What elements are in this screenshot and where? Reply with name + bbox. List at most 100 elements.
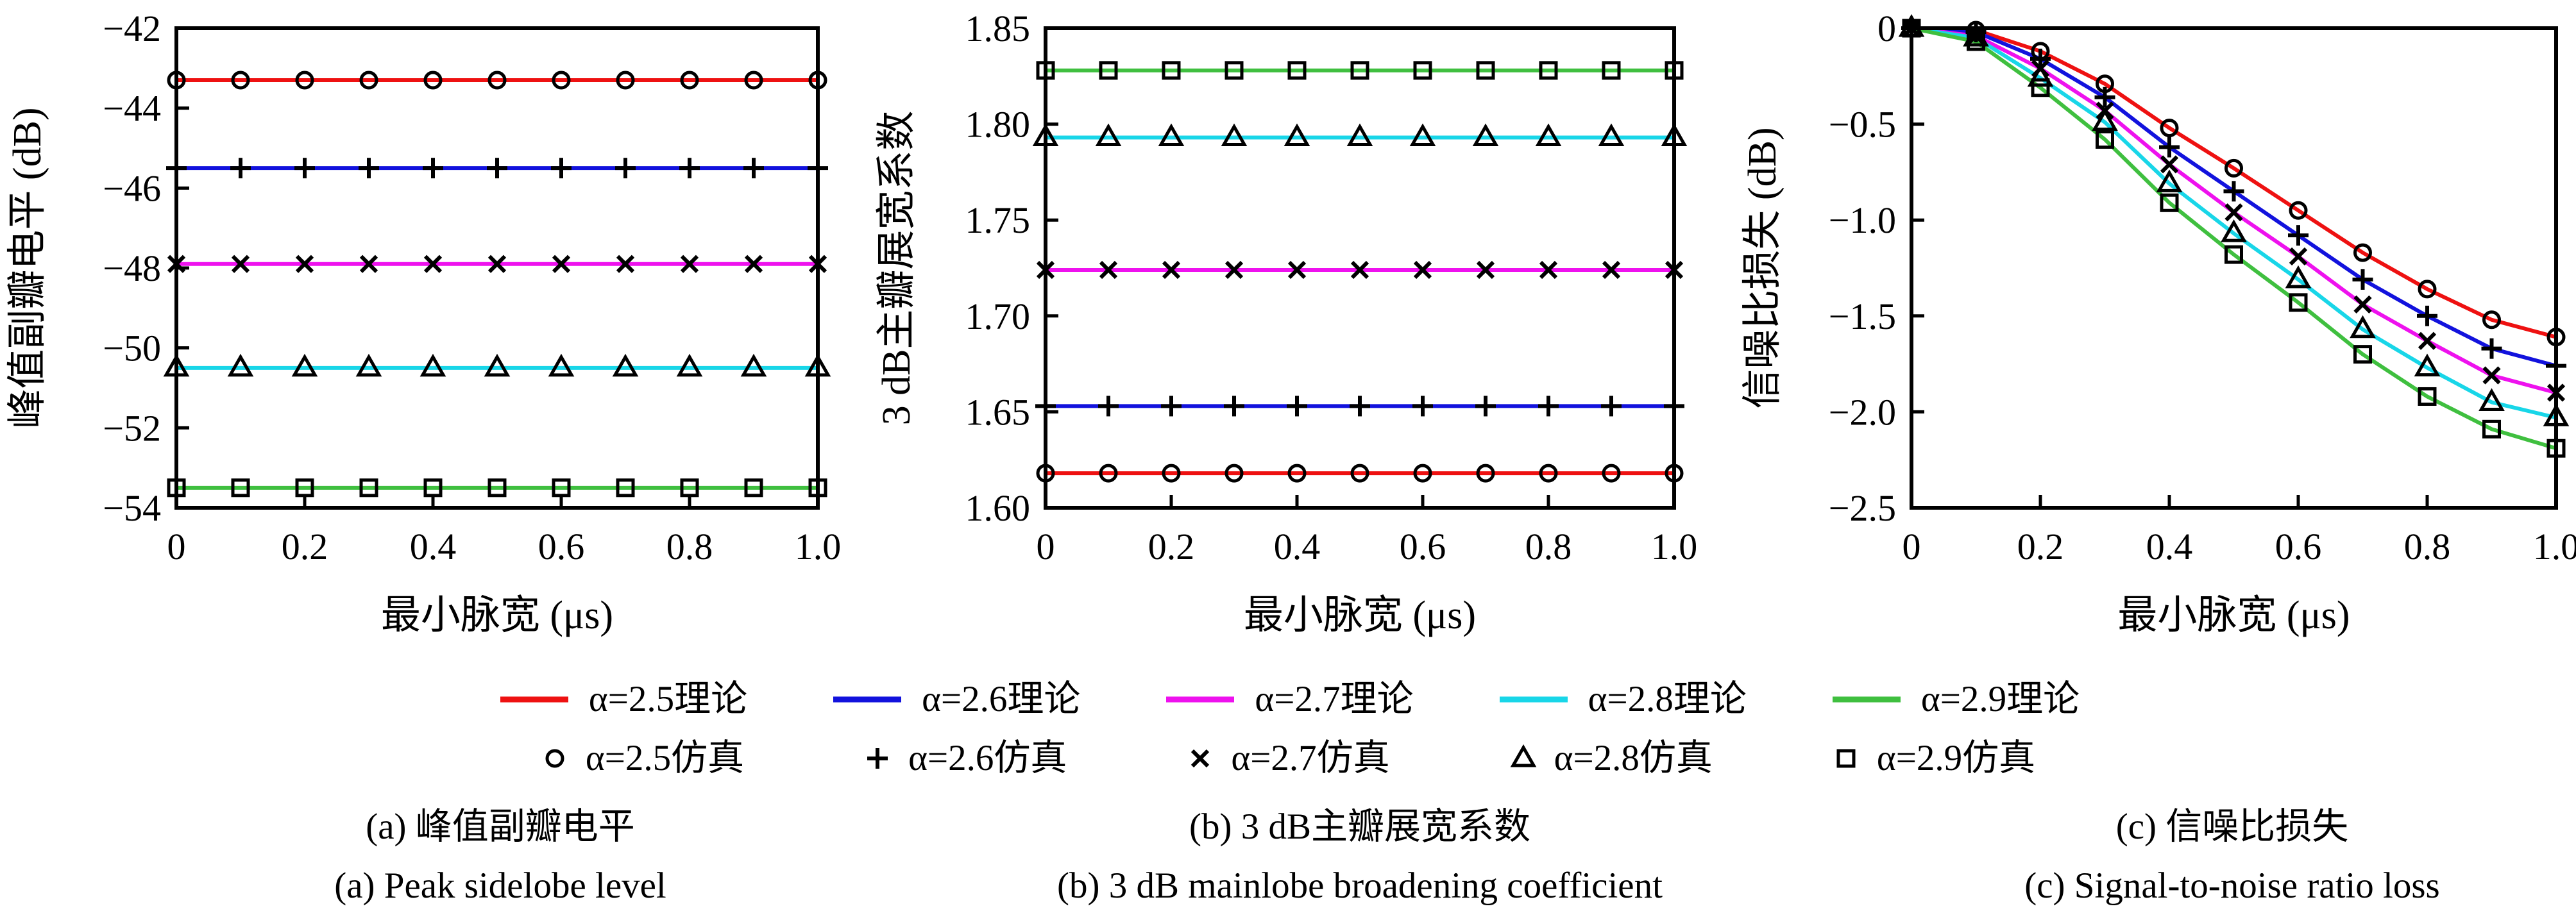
plot-border [1910, 26, 2558, 510]
chart-mainlobe-broadening: 0 0.2 0.4 0.6 0.8 1.0 1.85 1.80 1.75 1.70 1.65 1.60… [875, 8, 1697, 637]
x-axis-label: 最小脉宽 (μs) [2117, 594, 2350, 637]
marker-plus-icon [1601, 396, 1622, 417]
marker-x-icon [487, 255, 507, 273]
marker-circle-icon [1162, 464, 1181, 483]
x-axis-label: 最小脉宽 (μs) [381, 594, 613, 637]
marker-plus-icon [679, 158, 700, 179]
legend-label: α=2.5理论 [588, 679, 748, 719]
y-tick-label: 0 [1877, 8, 1896, 49]
y-tick-label: −2.0 [1829, 391, 1896, 433]
y-tick-label: −1.0 [1829, 199, 1896, 241]
legend-item-theory-1: α=2.6理论 [829, 674, 1080, 724]
legend-item-simulation-1: α=2.6仿真 [863, 733, 1067, 783]
marker-plus-icon [230, 158, 251, 179]
marker-plus-icon [359, 158, 379, 179]
marker-circle-icon [487, 71, 507, 90]
marker-x-icon [1967, 26, 1985, 46]
marker-triangle-icon [548, 353, 575, 377]
marker-plus-icon [423, 158, 443, 179]
legend-item-theory-0: α=2.5理论 [496, 674, 747, 724]
marker-circle-icon [423, 71, 443, 90]
marker-triangle-icon [2156, 169, 2183, 192]
x-tick-label: 1.0 [795, 526, 842, 567]
marker-x-icon [744, 255, 763, 273]
legend-label: α=2.6仿真 [908, 738, 1067, 778]
y-axis-label: 信噪比损失 (dB) [1741, 127, 1784, 408]
marker-square-icon [1413, 61, 1432, 80]
legend-label: α=2.8仿真 [1554, 738, 1713, 778]
marker-circle-icon [2224, 158, 2243, 178]
marker-x-icon [2482, 366, 2501, 385]
caption-chart-a: (a) 峰值副瓣电平 (a) Peak sidelobe level [334, 798, 666, 916]
marker-square-icon [2031, 78, 2050, 97]
marker-x-icon [1162, 260, 1181, 280]
marker-square-icon [2160, 193, 2179, 212]
caption-a-chinese: (a) 峰值副瓣电平 [366, 807, 635, 847]
marker-plus-icon [2417, 305, 2437, 326]
marker-plus-icon [743, 158, 764, 179]
y-tick-label: −46 [103, 167, 161, 209]
marker-triangle-icon [1284, 123, 1310, 147]
legend-plus-marker-icon [867, 748, 888, 769]
marker-square-icon [423, 478, 443, 498]
marker-circle-icon [2289, 201, 2308, 220]
marker-square-icon [359, 478, 378, 498]
marker-circle-icon [1539, 464, 1558, 483]
legend-item-theory-4: α=2.9理论 [1829, 674, 2080, 724]
y-tick-label: 1.85 [965, 8, 1031, 49]
marker-x-icon [295, 255, 314, 273]
marker-triangle-icon [1510, 744, 1536, 767]
y-tick-label: 1.80 [965, 104, 1031, 146]
marker-x-icon [359, 255, 378, 273]
marker-plus-icon [1538, 396, 1559, 417]
marker-circle-icon [2353, 243, 2372, 262]
legend-line-swatch-icon [1832, 696, 1901, 703]
series-markers-α=2.6 [1901, 18, 2566, 376]
marker-circle-icon [2482, 310, 2501, 330]
marker-plus-icon [1224, 396, 1244, 417]
caption-chart-c: (c) 信噪比损失 (c) Signal-to-noise ratio loss [2024, 798, 2439, 916]
x-tick-label: 0.4 [410, 526, 457, 567]
captions: (a) 峰值副瓣电平 (a) Peak sidelobe level (b) 3… [0, 798, 2576, 919]
marker-x-icon [616, 255, 635, 273]
caption-chart-b: (b) 3 dB主瓣展宽系数 (b) 3 dB mainlobe broaden… [1057, 798, 1663, 916]
y-axis-label: 峰值副瓣电平 (dB) [6, 107, 49, 428]
marker-square-icon [2289, 293, 2308, 312]
y-tick-label: 1.70 [965, 296, 1031, 337]
marker-square-icon [231, 478, 250, 498]
marker-triangle-icon [676, 353, 703, 377]
caption-c-chinese: (c) 信噪比损失 [2115, 807, 2349, 847]
series-markers-α=2.6 [166, 158, 828, 179]
series-line-α=2.9 [1911, 26, 2557, 451]
marker-plus-icon [867, 748, 888, 769]
marker-plus-icon [2481, 338, 2502, 359]
caption-b-chinese: (b) 3 dB主瓣展宽系数 [1189, 807, 1530, 847]
legend-circle-marker-icon [545, 749, 564, 768]
y-tick-label: −48 [103, 247, 161, 289]
marker-x-icon [1287, 260, 1307, 280]
marker-x-icon [2224, 203, 2243, 222]
marker-square-icon [744, 478, 763, 498]
marker-plus-icon [1412, 396, 1433, 417]
marker-triangle-icon [291, 353, 318, 377]
marker-triangle-icon [1598, 123, 1625, 147]
marker-square-icon [1476, 61, 1495, 80]
marker-circle-icon [295, 71, 314, 90]
y-tick-label: −50 [103, 328, 161, 369]
legend-row-theory: α=2.5理论 α=2.6理论 α=2.7理论 α=2.8理论 α=2.9理论 [496, 674, 2080, 724]
y-axis-label: 3 dB主瓣展宽系数 [875, 111, 919, 426]
y-tick-label: 1.60 [965, 487, 1031, 529]
legend-triangle-marker-icon [1510, 744, 1536, 767]
marker-plus-icon [2288, 225, 2309, 246]
legend-x-marker-icon [1191, 749, 1210, 768]
marker-triangle-icon [612, 353, 639, 377]
marker-square-icon [1287, 61, 1307, 80]
marker-x-icon [1539, 260, 1558, 280]
marker-circle-icon [680, 71, 699, 90]
legend-label: α=2.8理论 [1588, 679, 1747, 719]
chart-snr-loss: 0 0.2 0.4 0.6 0.8 1.0 0 −0.5 −1.0 −1.5 −2.0 −2.5 最小脉… [1741, 8, 2576, 637]
x-tick-label: 0.4 [1274, 526, 1321, 567]
marker-square-icon [552, 478, 571, 498]
marker-triangle-icon [2092, 108, 2118, 131]
